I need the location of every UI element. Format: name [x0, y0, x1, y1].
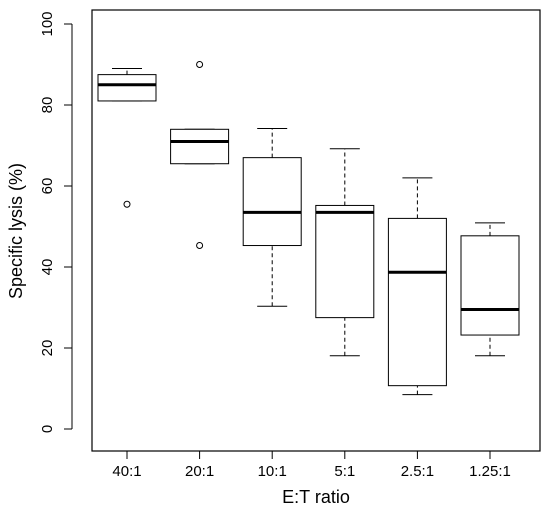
iqr-box — [315, 204, 375, 319]
y-axis-title: Specific lysis (%) — [6, 163, 26, 299]
box-group — [242, 127, 302, 307]
y-tick-label: 100 — [39, 11, 56, 36]
iqr-box — [387, 217, 447, 387]
iqr-box — [170, 128, 230, 165]
y-tick-label: 20 — [39, 340, 56, 357]
y-axis: 0 20 40 60 80 100 — [39, 11, 73, 433]
box-group — [315, 148, 375, 357]
y-tick-label: 0 — [39, 425, 56, 433]
y-tick-label: 40 — [39, 259, 56, 276]
iqr-box — [242, 157, 302, 247]
x-tick-label: 5:1 — [334, 463, 355, 480]
x-tick-label: 1.25:1 — [469, 463, 511, 480]
x-tick-label: 10:1 — [258, 463, 287, 480]
y-tick-label: 60 — [39, 178, 56, 195]
box-group — [387, 177, 447, 396]
y-tick-label: 80 — [39, 97, 56, 114]
x-tick-label: 40:1 — [112, 463, 141, 480]
outlier-point — [196, 61, 204, 68]
box-group — [97, 68, 157, 208]
iqr-box — [460, 235, 520, 336]
x-axis-title: E:T ratio — [282, 487, 350, 507]
x-axis: 40:1 20:1 10:1 5:1 2.5:1 1.25:1 — [112, 450, 511, 480]
x-tick-label: 20:1 — [185, 463, 214, 480]
outlier-point — [196, 242, 204, 250]
x-tick-label: 2.5:1 — [401, 463, 434, 480]
boxes-layer — [97, 61, 520, 396]
box-group — [460, 222, 520, 357]
iqr-box — [97, 74, 157, 102]
box-group — [170, 61, 230, 250]
outlier-point — [123, 200, 131, 208]
